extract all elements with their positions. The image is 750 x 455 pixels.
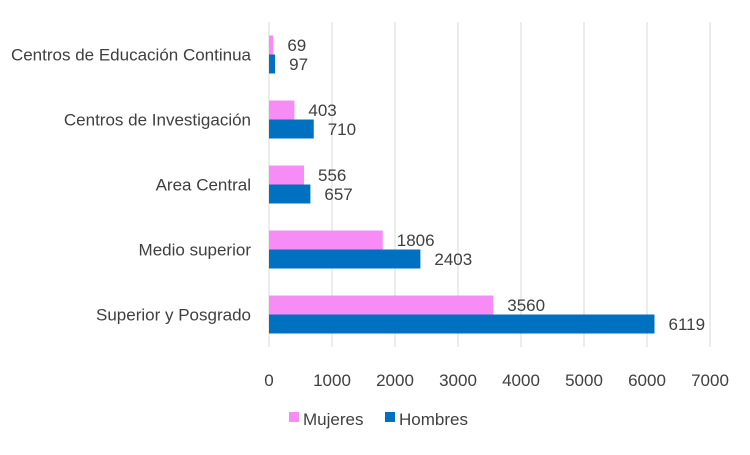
- x-tick-label: 0: [264, 371, 273, 390]
- gridlines: [268, 22, 711, 347]
- category-label: Medio superior: [139, 241, 252, 260]
- x-tick-label: 7000: [691, 371, 729, 390]
- category-label: Superior y Posgrado: [96, 306, 251, 325]
- data-label: 710: [328, 120, 356, 139]
- legend-swatch: [385, 412, 395, 422]
- data-label: 3560: [507, 296, 545, 315]
- x-tick-label: 2000: [376, 371, 414, 390]
- legend-label: Hombres: [399, 410, 468, 429]
- bar-mujeres: [269, 230, 383, 250]
- bar-hombres: [269, 184, 311, 204]
- category-label: Centros de Educación Continua: [11, 46, 252, 65]
- data-label: 1806: [397, 231, 435, 250]
- category-labels: Centros de Educación Continua Centros de …: [11, 46, 252, 325]
- legend-swatch: [289, 412, 299, 422]
- legend-label: Mujeres: [303, 410, 363, 429]
- bar-mujeres: [269, 295, 494, 315]
- x-tick-label: 6000: [628, 371, 666, 390]
- data-label: 657: [324, 185, 352, 204]
- bar-mujeres: [269, 100, 295, 120]
- legend: Mujeres Hombres: [289, 410, 468, 429]
- data-label: 2403: [434, 250, 472, 269]
- data-label: 556: [318, 166, 346, 185]
- x-tick-labels: 0 1000 2000 3000 4000 5000 6000 7000: [264, 371, 729, 390]
- bar-mujeres: [269, 35, 274, 55]
- bar-hombres: [269, 54, 276, 74]
- bars: [269, 35, 655, 334]
- bar-hombres: [269, 314, 655, 334]
- bar-mujeres: [269, 165, 305, 185]
- x-tick-label: 5000: [565, 371, 603, 390]
- x-tick-label: 4000: [502, 371, 540, 390]
- data-label: 6119: [668, 315, 705, 334]
- category-label: Area Central: [156, 176, 251, 195]
- bar-hombres: [269, 249, 421, 269]
- bar-hombres: [269, 119, 314, 139]
- data-label: 403: [308, 101, 336, 120]
- category-label: Centros de Investigación: [64, 111, 251, 130]
- x-tick-label: 1000: [313, 371, 351, 390]
- x-tick-label: 3000: [439, 371, 477, 390]
- data-label: 97: [289, 55, 308, 74]
- data-label: 69: [287, 36, 306, 55]
